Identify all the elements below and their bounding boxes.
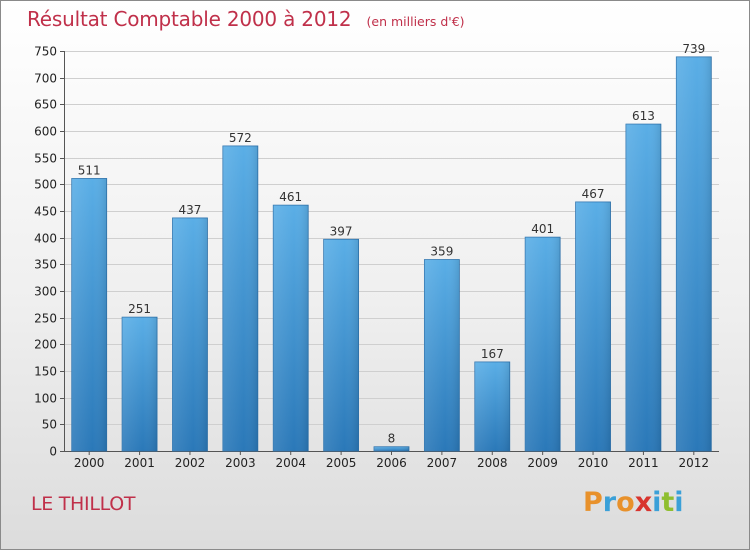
bar-shade (575, 201, 611, 451)
y-tick-label: 0 (49, 445, 57, 459)
bar-shade (222, 145, 258, 451)
proxiti-logo: Proxiti (583, 487, 684, 518)
y-tick-label: 300 (34, 285, 57, 299)
data-label: 572 (229, 131, 252, 145)
title-row: Résultat Comptable 2000 à 2012 (en milli… (27, 7, 465, 31)
x-tick-label: 2005 (326, 456, 357, 470)
data-label: 251 (128, 302, 151, 316)
y-tick-label: 400 (34, 232, 57, 246)
bar-shade (424, 259, 460, 451)
commune-name: LE THILLOT (31, 493, 136, 515)
data-label: 167 (481, 347, 504, 361)
x-tick-label: 2000 (74, 456, 105, 470)
x-tick-label: 2007 (427, 456, 458, 470)
bar-shade (273, 205, 309, 451)
y-tick-label: 150 (34, 365, 57, 379)
chart-unit: (en milliers d'€) (366, 14, 465, 29)
x-tick-label: 2001 (124, 456, 155, 470)
data-label: 461 (279, 190, 302, 204)
logo-letter: i (652, 487, 662, 518)
y-tick-label: 50 (42, 418, 57, 432)
x-tick-label: 2009 (527, 456, 558, 470)
x-tick-label: 2011 (628, 456, 659, 470)
data-label: 511 (78, 163, 101, 177)
x-tick-label: 2002 (175, 456, 206, 470)
bars (71, 56, 712, 452)
data-label: 739 (682, 42, 705, 56)
data-label: 8 (388, 432, 396, 446)
x-tick-label: 2012 (679, 456, 710, 470)
y-tick-label: 250 (34, 312, 57, 326)
logo-letter: t (661, 487, 675, 518)
y-tick-label: 750 (34, 45, 57, 59)
x-tick-label: 2010 (578, 456, 609, 470)
logo-letter: i (674, 487, 684, 518)
x-axis-ticks: 2000 2001 2002 2003 2004 2005 2006 2007 2008 2009… (74, 451, 709, 470)
data-label: 467 (582, 187, 605, 201)
x-tick-label: 2003 (225, 456, 256, 470)
bar-shade (676, 56, 712, 451)
data-labels: 511 251 437 572 461 397 8 359 167 401 467 613 739 (78, 42, 706, 446)
y-tick-label: 350 (34, 258, 57, 272)
chart-title: Résultat Comptable 2000 à 2012 (27, 7, 352, 31)
y-tick-label: 700 (34, 72, 57, 86)
x-tick-label: 2004 (275, 456, 306, 470)
bar-shade (172, 217, 208, 451)
y-tick-label: 100 (34, 392, 57, 406)
data-label: 613 (632, 109, 655, 123)
logo-letter: r (602, 487, 617, 518)
y-tick-label: 650 (34, 98, 57, 112)
bar-shade (323, 239, 359, 451)
y-tick-label: 550 (34, 152, 57, 166)
logo-letter: P (583, 487, 603, 518)
y-tick-label: 600 (34, 125, 57, 139)
bar-shade (71, 178, 107, 451)
bar-shade (474, 361, 510, 451)
data-label: 437 (179, 203, 202, 217)
x-tick-label: 2008 (477, 456, 508, 470)
logo-letter: o (616, 487, 635, 518)
logo-letter: x (634, 487, 653, 518)
axes (64, 51, 719, 452)
bar-shade (374, 446, 409, 451)
y-tick-label: 200 (34, 338, 57, 352)
x-tick-label: 2006 (376, 456, 407, 470)
bar-shade (525, 237, 561, 451)
data-label: 401 (531, 222, 554, 236)
grid-lines (64, 51, 719, 425)
y-tick-label: 450 (34, 205, 57, 219)
bar-shade (625, 124, 661, 452)
data-label: 359 (430, 245, 453, 259)
bar-shade (122, 317, 158, 451)
data-label: 397 (330, 224, 353, 238)
y-tick-label: 500 (34, 178, 57, 192)
y-axis-ticks: 0 50 100 150 200 250 300 350 400 450 500 550 600 650 7… (34, 45, 64, 459)
